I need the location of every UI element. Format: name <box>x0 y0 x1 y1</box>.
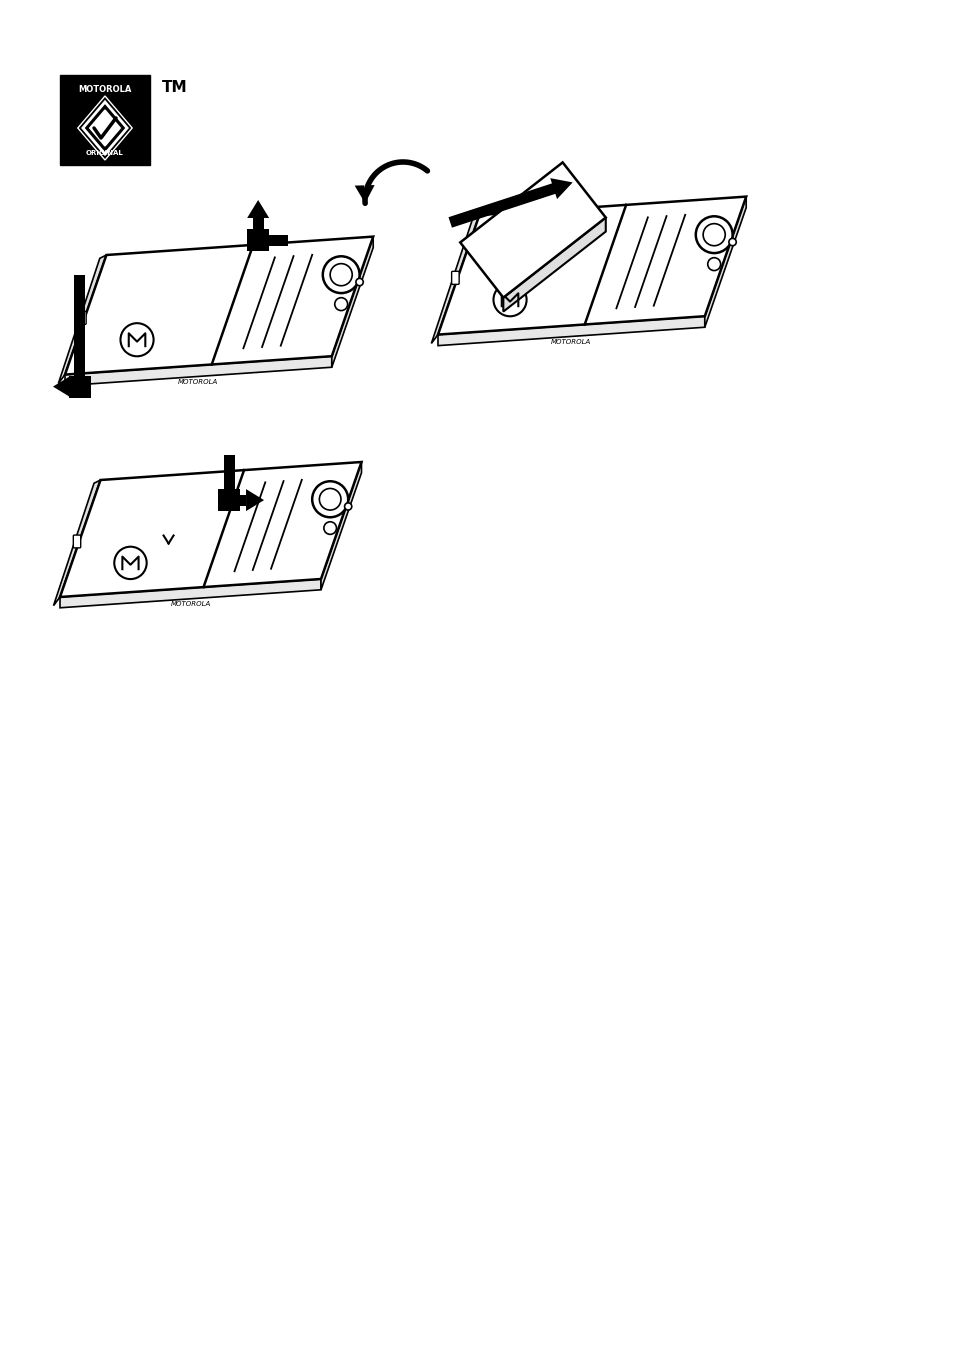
Text: MOTOROLA: MOTOROLA <box>551 338 591 345</box>
Circle shape <box>120 324 153 356</box>
Polygon shape <box>247 229 269 251</box>
Polygon shape <box>90 111 120 146</box>
Circle shape <box>728 239 736 245</box>
Polygon shape <box>218 489 240 511</box>
Polygon shape <box>60 580 320 608</box>
Text: ORIGINAL: ORIGINAL <box>86 150 124 156</box>
Polygon shape <box>448 178 572 228</box>
Circle shape <box>707 257 720 271</box>
Polygon shape <box>69 376 91 398</box>
Polygon shape <box>53 480 100 605</box>
Text: MOTOROLA: MOTOROLA <box>178 379 218 386</box>
Polygon shape <box>320 462 361 590</box>
Circle shape <box>323 522 336 534</box>
FancyBboxPatch shape <box>451 271 458 284</box>
Polygon shape <box>258 235 288 245</box>
Polygon shape <box>503 217 605 311</box>
Circle shape <box>330 264 352 286</box>
Circle shape <box>312 481 348 518</box>
FancyBboxPatch shape <box>78 311 86 325</box>
Polygon shape <box>223 456 234 500</box>
FancyBboxPatch shape <box>73 535 81 547</box>
Text: MOTOROLA: MOTOROLA <box>78 85 132 93</box>
Circle shape <box>493 283 526 317</box>
Polygon shape <box>332 237 373 367</box>
Circle shape <box>702 224 724 245</box>
Polygon shape <box>431 214 479 344</box>
Circle shape <box>319 488 340 510</box>
Polygon shape <box>437 197 745 334</box>
Polygon shape <box>229 495 246 506</box>
Circle shape <box>322 256 359 293</box>
Circle shape <box>355 279 363 286</box>
Polygon shape <box>246 489 264 511</box>
Polygon shape <box>60 462 361 597</box>
Polygon shape <box>247 200 269 218</box>
Polygon shape <box>65 356 332 386</box>
Text: TM: TM <box>162 80 188 94</box>
Polygon shape <box>65 237 373 375</box>
Circle shape <box>335 298 347 310</box>
Text: MOTOROLA: MOTOROLA <box>171 601 211 607</box>
Polygon shape <box>74 275 86 387</box>
Polygon shape <box>58 255 107 383</box>
Polygon shape <box>704 197 745 328</box>
Polygon shape <box>53 376 71 398</box>
Circle shape <box>695 216 732 253</box>
Polygon shape <box>71 381 80 392</box>
Circle shape <box>344 503 352 510</box>
Polygon shape <box>437 317 704 345</box>
Circle shape <box>114 547 147 580</box>
Polygon shape <box>355 185 375 204</box>
FancyBboxPatch shape <box>60 75 150 164</box>
Polygon shape <box>253 218 263 240</box>
Polygon shape <box>459 162 605 298</box>
